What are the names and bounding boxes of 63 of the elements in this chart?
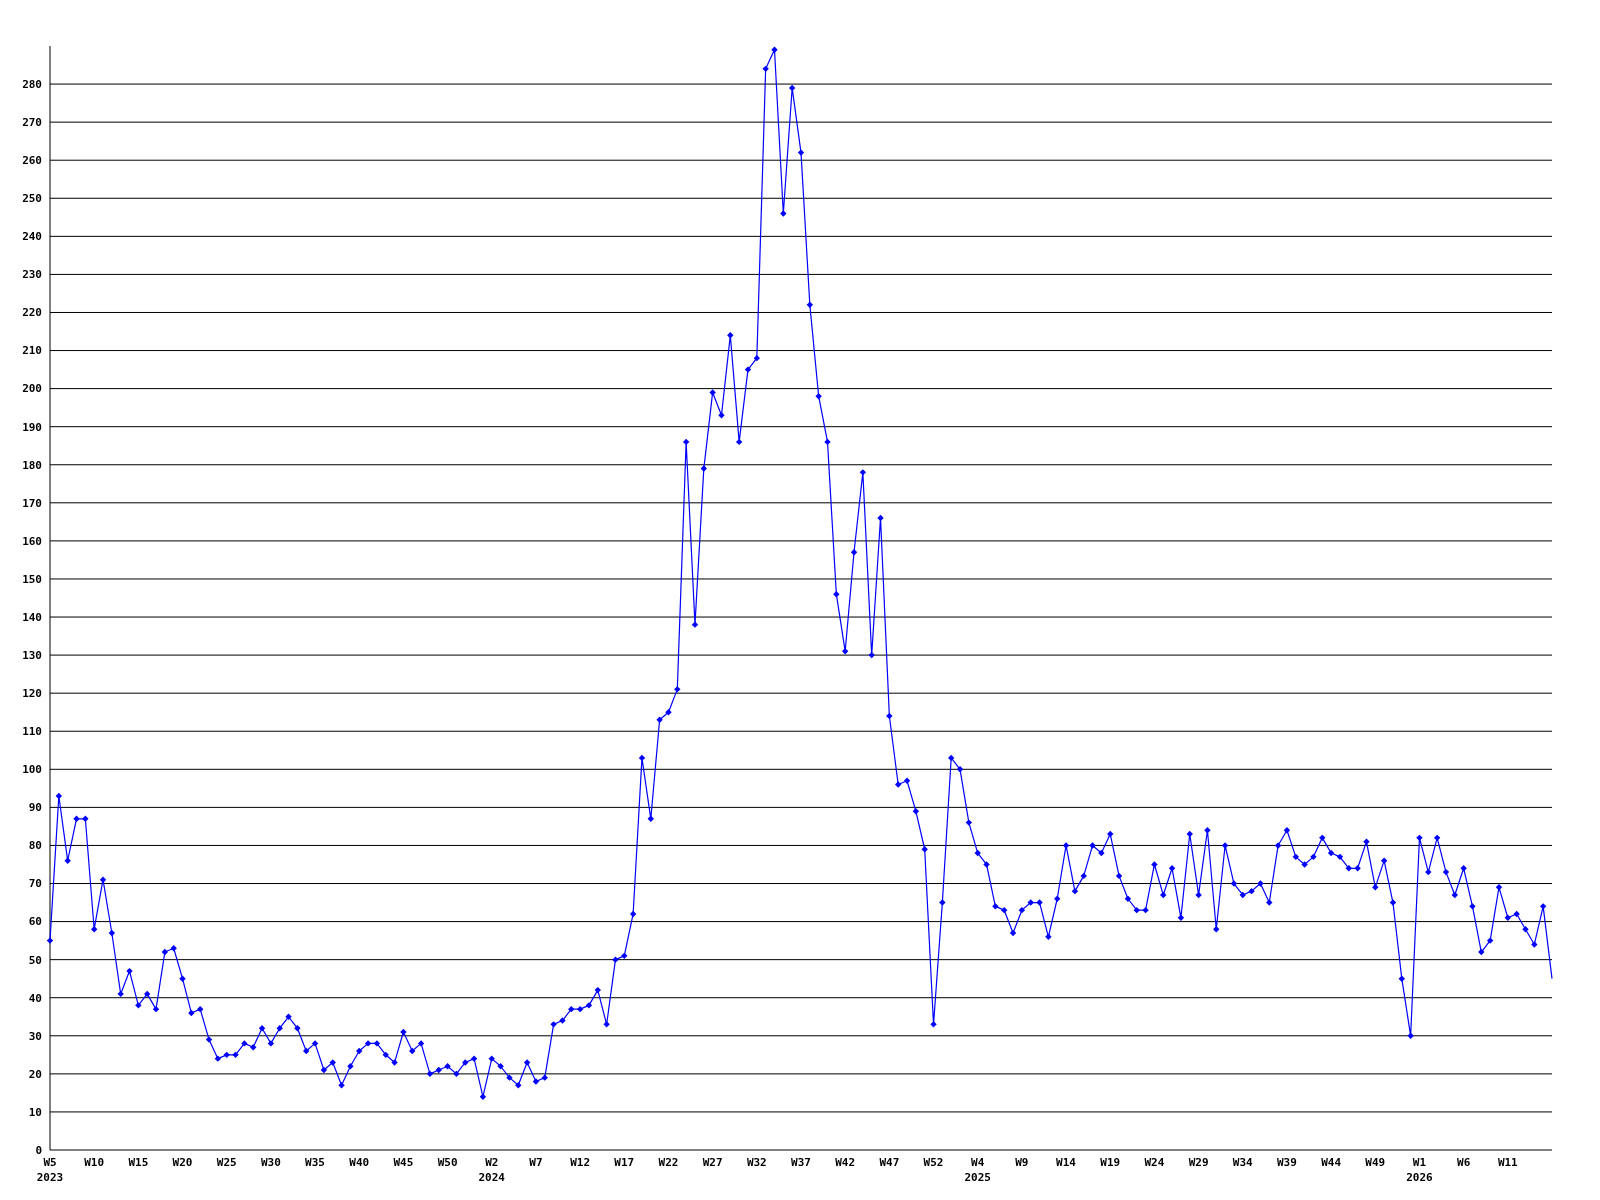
- x-tick-label: W1 2026: [1406, 1156, 1434, 1184]
- y-tick-label: 40: [28, 991, 42, 1005]
- y-tick-label: 130: [22, 648, 42, 662]
- y-tick-label: 20: [28, 1067, 42, 1081]
- y-tick-label: 250: [22, 192, 42, 206]
- y-tick-label: 170: [22, 496, 42, 510]
- x-tick-label: W27: [702, 1156, 723, 1169]
- x-tick-label: W40: [349, 1156, 370, 1169]
- x-tick-label: W37: [791, 1156, 811, 1169]
- x-tick-label: W24: [1144, 1156, 1165, 1169]
- y-tick-label: 60: [28, 915, 42, 929]
- y-tick-label: 70: [28, 877, 42, 891]
- x-tick-label: W2 2024: [478, 1156, 506, 1184]
- x-tick-label: W11: [1497, 1156, 1519, 1169]
- y-tick-label: 30: [28, 1029, 42, 1043]
- y-tick-label: 0: [35, 1143, 42, 1157]
- y-tick-label: 120: [22, 687, 42, 701]
- x-tick-label: W22: [658, 1156, 679, 1169]
- y-tick-label: 80: [28, 839, 42, 853]
- x-tick-label: W35: [305, 1156, 325, 1169]
- y-tick-label: 100: [22, 763, 42, 777]
- x-tick-label: W32: [746, 1156, 767, 1169]
- x-tick-label: W6: [1457, 1156, 1471, 1169]
- y-tick-label: 160: [22, 534, 42, 548]
- y-tick-label: 110: [22, 725, 42, 739]
- x-tick-label: W4 2025: [964, 1156, 991, 1184]
- x-tick-label: W7: [529, 1156, 543, 1169]
- y-tick-label: 260: [22, 154, 42, 168]
- x-tick-label: W39: [1277, 1156, 1297, 1169]
- x-tick-label: W34: [1232, 1156, 1254, 1169]
- x-tick-label: W30: [260, 1156, 281, 1169]
- x-tick-label: W50: [437, 1156, 458, 1169]
- x-tick-label: W19: [1100, 1156, 1121, 1169]
- x-tick-label: W45: [393, 1156, 414, 1169]
- x-tick-label: W14: [1056, 1156, 1077, 1169]
- x-tick-label: W29: [1188, 1156, 1209, 1169]
- y-tick-label: 50: [28, 953, 42, 967]
- x-tick-label: W12: [570, 1156, 591, 1169]
- y-tick-label: 240: [22, 230, 42, 244]
- y-tick-label: 180: [22, 458, 42, 472]
- y-tick-label: 10: [28, 1105, 42, 1119]
- x-tick-label: W9: [1015, 1156, 1029, 1169]
- y-tick-label: 220: [22, 306, 42, 320]
- x-tick-label: W47: [879, 1156, 900, 1169]
- y-tick-label: 140: [22, 610, 42, 624]
- y-tick-label: 280: [22, 77, 42, 91]
- x-tick-label: W25: [216, 1156, 237, 1169]
- x-tick-label: W44: [1321, 1156, 1342, 1169]
- y-tick-label: 230: [22, 268, 42, 282]
- x-tick-label: W15: [128, 1156, 149, 1169]
- y-tick-label: 150: [22, 572, 42, 586]
- y-tick-label: 90: [28, 801, 42, 815]
- y-tick-label: 190: [22, 420, 42, 434]
- x-tick-label: W10: [84, 1156, 105, 1169]
- x-tick-label: W17: [614, 1156, 635, 1169]
- x-tick-label: W20: [172, 1156, 193, 1169]
- y-tick-label: 210: [22, 344, 42, 358]
- x-tick-label: W5 2023: [36, 1156, 64, 1184]
- y-tick-label: 270: [22, 115, 42, 129]
- y-tick-label: 200: [22, 382, 42, 396]
- x-tick-label: W49: [1365, 1156, 1386, 1169]
- x-tick-label: W52: [923, 1156, 944, 1169]
- x-tick-label: W42: [835, 1156, 856, 1169]
